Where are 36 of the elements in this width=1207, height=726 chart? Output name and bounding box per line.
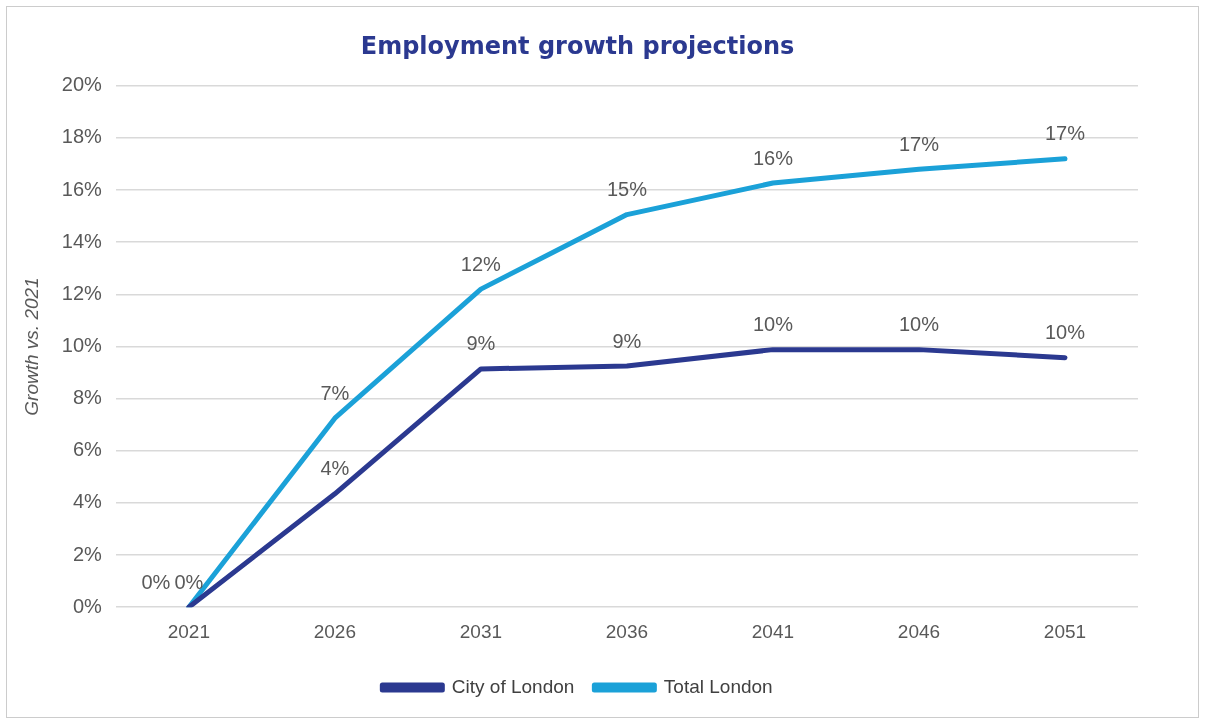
y-tick-label: 18% bbox=[61, 125, 103, 148]
chart-title: Employment growth projections bbox=[360, 31, 795, 60]
legend-label: Total London bbox=[663, 675, 773, 697]
x-tick-label: 2036 bbox=[605, 620, 649, 642]
data-label: 0% bbox=[174, 570, 204, 593]
y-tick-label: 20% bbox=[61, 73, 103, 96]
y-tick-label: 12% bbox=[61, 281, 103, 304]
x-tick-label: 2021 bbox=[167, 620, 210, 642]
y-tick-label: 6% bbox=[72, 438, 103, 461]
x-tick-label: 2051 bbox=[1043, 620, 1087, 642]
data-label: 0% bbox=[141, 570, 171, 593]
y-tick-label: 2% bbox=[72, 542, 103, 565]
y-tick-label: 10% bbox=[61, 334, 103, 357]
x-tick-label: 2046 bbox=[897, 620, 941, 642]
data-label: 15% bbox=[606, 178, 648, 201]
data-label: 16% bbox=[752, 146, 794, 169]
y-tick-label: 16% bbox=[61, 177, 103, 200]
y-tick-label: 0% bbox=[72, 594, 103, 617]
x-tick-label: 2041 bbox=[751, 620, 795, 642]
y-tick-label: 4% bbox=[72, 490, 103, 513]
data-label: 10% bbox=[1044, 321, 1086, 344]
y-axis-title: Growth vs. 2021 bbox=[20, 277, 42, 416]
y-tick-label: 8% bbox=[72, 386, 103, 409]
data-label: 17% bbox=[1044, 122, 1086, 145]
data-label: 9% bbox=[612, 329, 642, 352]
data-label: 10% bbox=[898, 313, 940, 336]
x-tick-label: 2026 bbox=[313, 620, 357, 642]
data-label: 17% bbox=[898, 132, 940, 155]
y-tick-label: 14% bbox=[61, 229, 103, 252]
data-label: 10% bbox=[752, 313, 794, 336]
data-label: 4% bbox=[320, 457, 350, 480]
x-tick-label: 2031 bbox=[459, 620, 503, 642]
data-label: 7% bbox=[320, 381, 350, 404]
legend-label: City of London bbox=[451, 675, 575, 697]
data-label: 12% bbox=[460, 252, 502, 275]
data-label: 9% bbox=[466, 332, 496, 355]
